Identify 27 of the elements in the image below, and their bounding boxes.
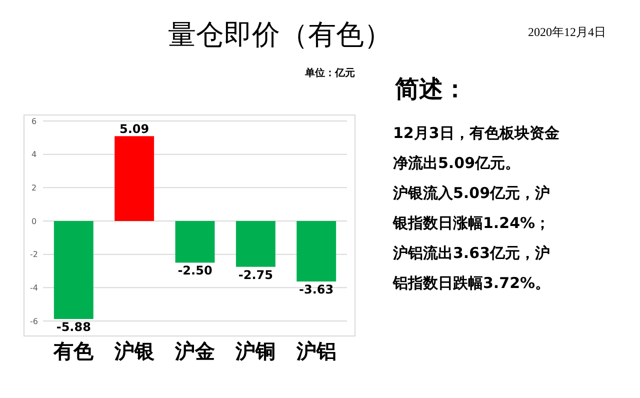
y-tick-label: 6 xyxy=(31,116,37,126)
x-tick-label: 沪铜 xyxy=(234,340,276,363)
y-tick-label: -4 xyxy=(30,283,38,292)
x-tick-label: 沪银 xyxy=(113,340,156,363)
y-tick-label: 2 xyxy=(31,183,37,192)
y-tick-label: -6 xyxy=(30,316,38,326)
text: 12月3日，有色板块资金 xyxy=(393,124,560,142)
chart-subtitle: 单位：亿元 xyxy=(304,67,355,79)
chart-title: 量仓即价（有色） xyxy=(168,20,392,51)
text: 净流出5.09亿元。 xyxy=(393,154,520,172)
y-tick-label: -2 xyxy=(30,250,38,260)
text: 沪铝流出3.63亿元，沪 xyxy=(392,244,550,262)
text: 铝指数日跌幅3.72%。 xyxy=(392,274,550,292)
text: 沪银流入5.09亿元，沪 xyxy=(392,184,550,202)
data-label: 5.09 xyxy=(120,122,150,136)
text: 简述： xyxy=(394,76,467,103)
x-tick-label: 沪铝 xyxy=(295,340,336,363)
y-tick-label: 4 xyxy=(31,150,37,160)
y-tick-label: 0 xyxy=(31,216,37,226)
text: 银指数日涨幅1.24%； xyxy=(392,214,550,232)
x-tick-label: 沪金 xyxy=(174,340,215,363)
data-label: -3.63 xyxy=(299,282,334,296)
data-label: -5.88 xyxy=(56,320,91,334)
x-tick-label: 有色 xyxy=(52,341,95,363)
data-label: -2.50 xyxy=(178,264,212,278)
text: 2020年12月4日 xyxy=(528,25,606,39)
data-label: -2.75 xyxy=(238,268,273,282)
